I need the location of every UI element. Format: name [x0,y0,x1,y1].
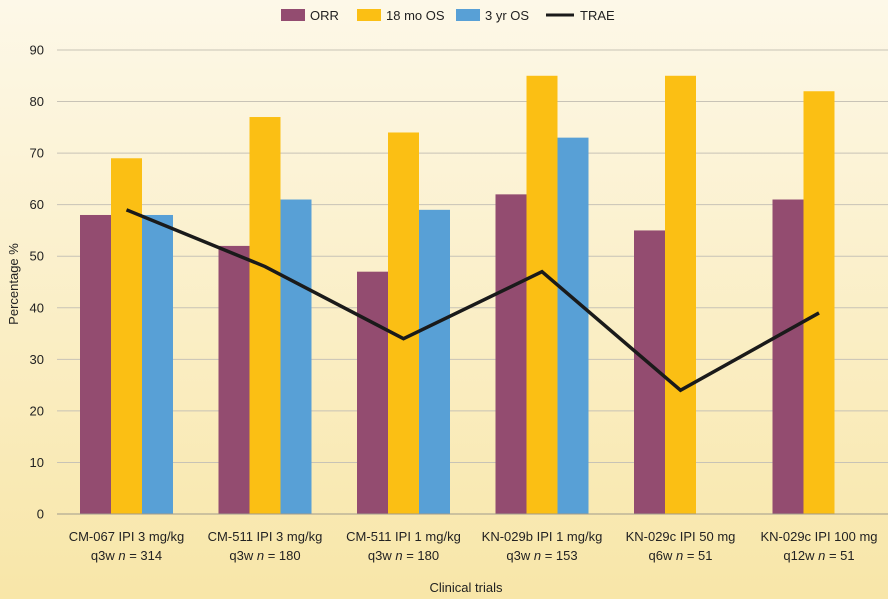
bar-18-mo-os [665,75,696,515]
x-tick-label: q3w n = 180 [229,548,300,563]
bar-3-yr-os [142,214,173,514]
x-tick-label: q3w n = 153 [506,548,577,563]
legend-label: 18 mo OS [386,8,445,23]
y-tick-label: 40 [30,300,44,315]
legend-swatch [281,9,305,21]
x-tick-label: q6w n = 51 [649,548,713,563]
y-axis-title: Percentage % [6,243,21,325]
legend-label: ORR [310,8,339,23]
bar-18-mo-os [388,132,419,514]
bar-18-mo-os [111,158,142,514]
y-tick-label: 70 [30,146,44,161]
legend-label: TRAE [580,8,615,23]
bar-orr [80,214,111,514]
legend-label: 3 yr OS [485,8,529,23]
x-tick-label: KN-029c IPI 50 mg [626,529,736,544]
y-tick-label: 20 [30,403,44,418]
y-tick-label: 0 [37,507,44,522]
y-tick-label: 60 [30,197,44,212]
y-tick-label: 30 [30,352,44,367]
line-trae [125,208,820,393]
bar-18-mo-os [249,117,281,515]
y-tick-label: 80 [30,94,44,109]
x-tick-label: CM-511 IPI 3 mg/kg [208,529,323,544]
bar-18-mo-os [803,91,835,514]
x-axis-title: Clinical trials [430,580,503,595]
bar-3-yr-os [557,137,589,514]
bar-18-mo-os [526,75,558,515]
y-tick-label: 50 [30,249,44,264]
legend-swatch [456,9,480,21]
x-tick-label: q12w n = 51 [783,548,854,563]
y-tick-label: 90 [30,43,44,58]
bar-orr [218,245,250,514]
y-tick-label: 10 [30,455,44,470]
bar-orr [495,194,527,514]
bar-orr [357,271,388,514]
x-tick-label: CM-511 IPI 1 mg/kg [346,529,461,544]
legend-swatch [357,9,381,21]
x-tick-label: q3w n = 314 [91,548,162,563]
bar-3-yr-os [419,209,450,515]
x-tick-label: CM-067 IPI 3 mg/kg [69,529,185,544]
bar-3-yr-os [280,199,312,514]
x-tick-label: KN-029b IPI 1 mg/kg [482,529,603,544]
bar-orr [772,199,804,514]
x-tick-label: KN-029c IPI 100 mg [760,529,877,544]
x-tick-label: q3w n = 180 [368,548,439,563]
